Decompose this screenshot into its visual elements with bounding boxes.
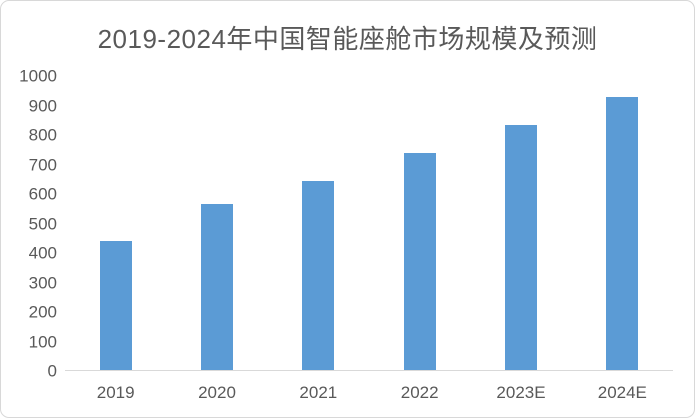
- bar-2021: [302, 180, 335, 371]
- x-axis-tick-label: 2024E: [597, 383, 647, 402]
- x-axis-line: [65, 370, 673, 371]
- bar-2022: [403, 152, 436, 371]
- bar-2024E: [606, 96, 639, 371]
- bar-2023E: [505, 124, 537, 371]
- y-axis-tick-label: 400: [28, 243, 57, 263]
- x-axis-tick-label: 2019: [96, 383, 135, 402]
- bar-2020: [201, 204, 233, 371]
- y-axis-tick-label: 900: [28, 96, 57, 115]
- y-axis-tick-label: 0: [47, 361, 57, 381]
- y-axis-tick-label: 200: [28, 302, 57, 322]
- bar-2019: [99, 241, 132, 371]
- x-axis-tick-label: 2022: [400, 383, 439, 402]
- chart-title: 2019-2024年中国智能座舱市场规模及预测: [97, 24, 598, 54]
- y-axis-tick-label: 1000: [19, 66, 57, 86]
- y-axis-tick-label: 600: [28, 184, 57, 204]
- y-axis-tick-label: 100: [28, 332, 57, 351]
- x-axis-tick-label: 2020: [198, 383, 236, 402]
- y-axis-tick-label: 300: [28, 273, 57, 292]
- y-axis-tick-label: 500: [28, 214, 57, 233]
- x-axis-tick-label: 2023E: [496, 383, 546, 402]
- y-axis-tick-label: 700: [28, 155, 57, 174]
- y-axis-tick-label: 800: [28, 125, 57, 145]
- x-axis-tick-label: 2021: [299, 383, 338, 402]
